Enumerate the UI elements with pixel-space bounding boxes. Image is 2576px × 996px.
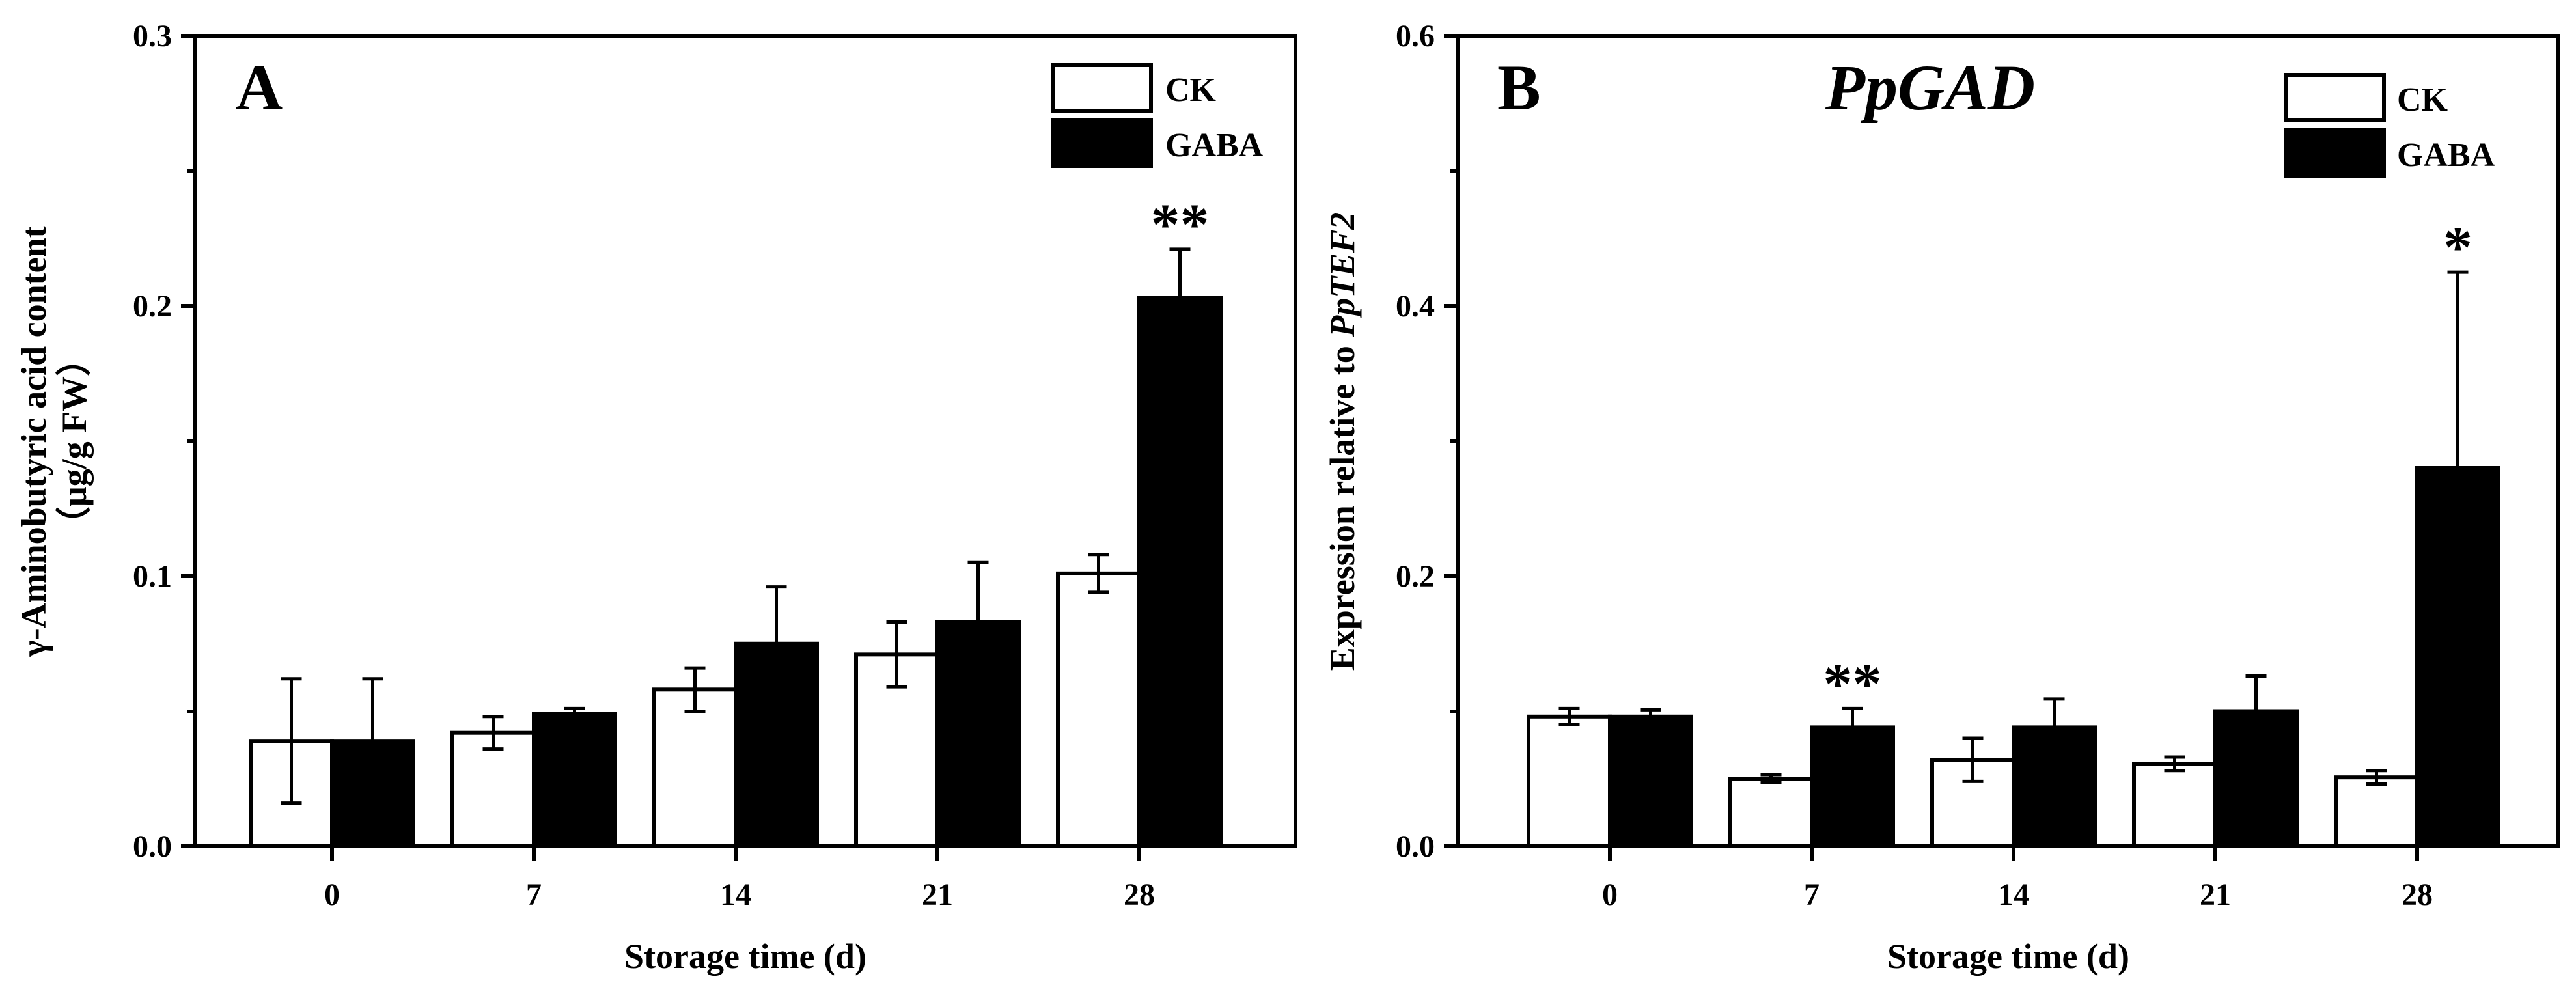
panel-a-y-tick-label: 0.1: [133, 559, 172, 594]
panel-b-significance-day-28: *: [2443, 215, 2472, 280]
panel-b-y-tick-label: 0.2: [1396, 559, 1435, 594]
panel-b-y-tick-label: 0.4: [1396, 289, 1435, 324]
panel-b-y-axis-title-gene: PpTEF2: [1323, 212, 1362, 338]
panel-a-bars: [249, 296, 1223, 849]
panel-b-bar-ck-day-0: [1527, 714, 1612, 849]
panel-b-bar-ck-day-28: [2334, 775, 2419, 849]
panel-a-x-tick-label: 0: [324, 878, 340, 912]
panel-a-bar-ck-day-21: [854, 652, 939, 848]
panel-a-x-ticks: 0 7 14 21 28: [324, 846, 1155, 912]
panel-b-x-tick-label: 21: [2200, 878, 2231, 912]
legend-b-label-ck: CK: [2397, 81, 2448, 118]
legend-a-swatch-ck: [1051, 63, 1153, 113]
panel-b-x-ticks: 0 7 14 21 28: [1602, 846, 2433, 912]
panel-a-y-ticks: 0.0 0.1 0.2 0.3: [133, 19, 195, 864]
panel-a-x-tick-label: 14: [720, 878, 751, 912]
legend-a-label-ck: CK: [1165, 72, 1217, 109]
panel-a-significance-day-28: **: [1151, 193, 1210, 257]
panel-a-y-axis-title-line2: （μg/g FW）: [55, 341, 94, 542]
legend-a-swatch-gaba: [1051, 118, 1153, 168]
panel-a-errorbars: [281, 247, 1191, 805]
panel-b-y-axis-title-prefix: Expression relative to: [1323, 337, 1362, 671]
panel-a-y-axis-title-line1: γ-Aminobutyric acid content: [14, 226, 53, 657]
legend-b-swatch-ck: [2284, 73, 2386, 122]
panel-a-y-tick-label: 0.3: [133, 19, 172, 53]
panel-a-bar-ck-day-14: [652, 687, 738, 849]
panel-a-y-tick-label: 0.2: [133, 289, 172, 324]
panel-b-bars: [1527, 466, 2500, 849]
panel-a-y-tick-label: 0.0: [133, 829, 172, 864]
panel-b-x-tick-label: 28: [2402, 878, 2433, 912]
panel-a-significance: **: [1151, 193, 1210, 257]
panel-b-y-tick-label: 0.6: [1396, 19, 1435, 53]
panel-a-x-tick-label: 7: [526, 878, 542, 912]
legend-b-label-gaba: GABA: [2397, 137, 2495, 174]
panel-a-label: A: [236, 51, 283, 124]
panel-b-y-axis-title: Expression relative to PpTEF2: [1323, 212, 1362, 671]
legend-a-label-gaba: GABA: [1165, 127, 1264, 164]
panel-a-x-tick-label: 28: [1124, 878, 1155, 912]
panel-a-bar-gaba-day-28: [1137, 296, 1223, 848]
panel-a-chart: 0.0 0.1 0.2 0.3 0 7 14 21 28 ** A CK GABA Stora…: [14, 19, 1297, 976]
panel-b-x-tick-label: 14: [1998, 878, 2029, 912]
panel-b-bar-ck-day-7: [1728, 777, 1814, 848]
legend-b-swatch-gaba: [2284, 128, 2386, 178]
panel-b-x-axis-title: Storage time (d): [1887, 937, 2129, 976]
panel-b-x-tick-label: 7: [1804, 878, 1820, 912]
panel-b-label: B: [1497, 51, 1541, 124]
panel-b-x-tick-label: 0: [1602, 878, 1618, 912]
panel-b-errorbars: [1558, 270, 2469, 786]
panel-b-title: PpGAD: [1825, 51, 2035, 124]
panel-b-chart: 0.00.20.40.6 0 7 14 21 28 *** B PpGAD CK GAB…: [1323, 19, 2560, 976]
panel-b-y-ticks: 0.0 0.2 0.4 0.6: [1396, 19, 1458, 864]
panel-b-significance-day-7: **: [1823, 652, 1882, 716]
panel-a-x-axis-title: Storage time (d): [624, 937, 866, 976]
panel-a-legend: CK GABA: [1051, 63, 1264, 168]
panel-b-bar-ck-day-21: [2132, 762, 2217, 849]
panel-b-legend: CK GABA: [2284, 73, 2495, 178]
panel-b-bar-gaba-day-0: [1608, 714, 1693, 849]
panel-a-bar-gaba-day-7: [532, 712, 617, 849]
panel-a-bar-ck-day-28: [1056, 571, 1141, 848]
panel-a-x-tick-label: 21: [922, 878, 953, 912]
panel-b-significance: ***: [1823, 215, 2473, 716]
panel-b-y-tick-label: 0.0: [1396, 829, 1435, 864]
